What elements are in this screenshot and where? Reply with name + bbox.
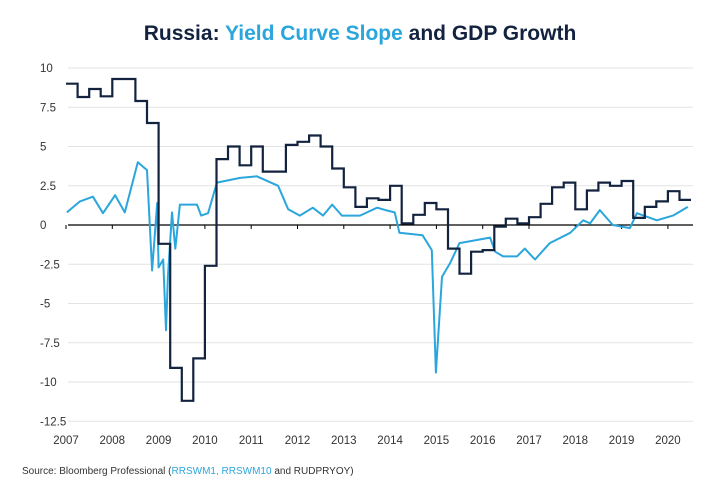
source-suffix: and RUDPRYOY) — [271, 466, 354, 477]
source-highlight: RRSWM1, RRSWM10 — [171, 466, 272, 477]
x-tick-label: 2012 — [285, 435, 311, 447]
x-tick-label: 2017 — [516, 435, 542, 447]
chart-title: Russia: Yield Curve Slope and GDP Growth — [0, 22, 720, 46]
y-tick-label: 2.5 — [40, 181, 56, 193]
y-axis-ticks: 10 7.5 5 2.5 0 -2.5 -5 -7.5 -10 -12.5 — [40, 63, 66, 428]
y-tick-label: -2.5 — [40, 259, 60, 271]
title-prefix: Russia: — [143, 22, 226, 45]
source-note: Source: Bloomberg Professional (RRSWM1, … — [22, 466, 354, 477]
y-tick-label: 5 — [40, 142, 46, 154]
source-prefix: Source: Bloomberg Professional ( — [22, 466, 172, 477]
y-tick-label: -10 — [40, 377, 57, 389]
x-tick-label: 2010 — [192, 435, 218, 447]
y-tick-label: -7.5 — [40, 338, 60, 350]
x-tick-label: 2009 — [146, 435, 172, 447]
x-tick-label: 2016 — [470, 435, 496, 447]
y-tick-label: 0 — [40, 220, 46, 232]
series-group — [66, 77, 691, 402]
yield-curve-slope-line — [66, 161, 689, 374]
x-tick-label: 2008 — [100, 435, 126, 447]
x-tick-label: 2018 — [563, 435, 589, 447]
x-tick-label: 2019 — [609, 435, 635, 447]
x-tick-label: 2020 — [655, 435, 681, 447]
x-tick-label: 2013 — [331, 435, 357, 447]
title-suffix: and GDP Growth — [402, 22, 577, 45]
y-tick-label: 10 — [40, 63, 53, 75]
y-tick-label: -12.5 — [40, 416, 66, 428]
x-tick-label: 2007 — [53, 435, 79, 447]
x-tick-label: 2015 — [424, 435, 450, 447]
x-axis: 2007 2008 2009 2010 2011 2012 2013 2014 2015 2016… — [53, 224, 693, 447]
x-tick-label: 2011 — [239, 435, 264, 447]
title-highlight: Yield Curve Slope — [225, 22, 403, 45]
gridlines — [68, 67, 693, 422]
y-tick-label: 7.5 — [40, 102, 56, 114]
gdp-growth-step-line — [66, 77, 691, 402]
y-tick-label: -5 — [40, 299, 50, 311]
x-tick-label: 2014 — [377, 435, 403, 447]
